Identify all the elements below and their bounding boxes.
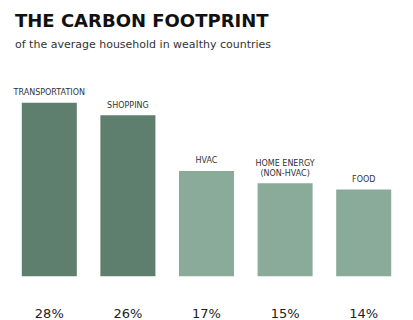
svg-text:14%: 14% — [349, 306, 378, 320]
svg-text:THE CARBON FOOTPRINT: THE CARBON FOOTPRINT — [15, 10, 269, 31]
svg-text:HOME ENERGY: HOME ENERGY — [256, 159, 315, 168]
svg-text:(NON-HVAC): (NON-HVAC) — [260, 169, 309, 178]
svg-text:FOOD: FOOD — [352, 175, 375, 184]
svg-text:17%: 17% — [192, 306, 221, 320]
svg-text:of the average household in we: of the average household in wealthy coun… — [15, 38, 271, 51]
svg-text:HVAC: HVAC — [196, 156, 218, 165]
svg-text:15%: 15% — [271, 306, 300, 320]
svg-text:TRANSPORTATION: TRANSPORTATION — [13, 88, 85, 97]
svg-text:28%: 28% — [35, 306, 64, 320]
svg-text:SHOPPING: SHOPPING — [107, 101, 149, 110]
svg-text:26%: 26% — [113, 306, 142, 320]
